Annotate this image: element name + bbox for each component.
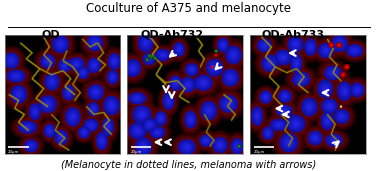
Text: 20μm: 20μm xyxy=(254,150,265,154)
Text: Coculture of A375 and melanocyte: Coculture of A375 and melanocyte xyxy=(87,2,291,15)
Text: QD: QD xyxy=(42,30,60,40)
Text: 20μm: 20μm xyxy=(131,150,142,154)
Text: QD-Ab733: QD-Ab733 xyxy=(262,30,324,40)
Text: (Melanocyte in dotted lines, melanoma with arrows): (Melanocyte in dotted lines, melanoma wi… xyxy=(61,160,317,170)
Text: QD-Ab732: QD-Ab732 xyxy=(141,30,203,40)
Text: 20μm: 20μm xyxy=(8,150,19,154)
